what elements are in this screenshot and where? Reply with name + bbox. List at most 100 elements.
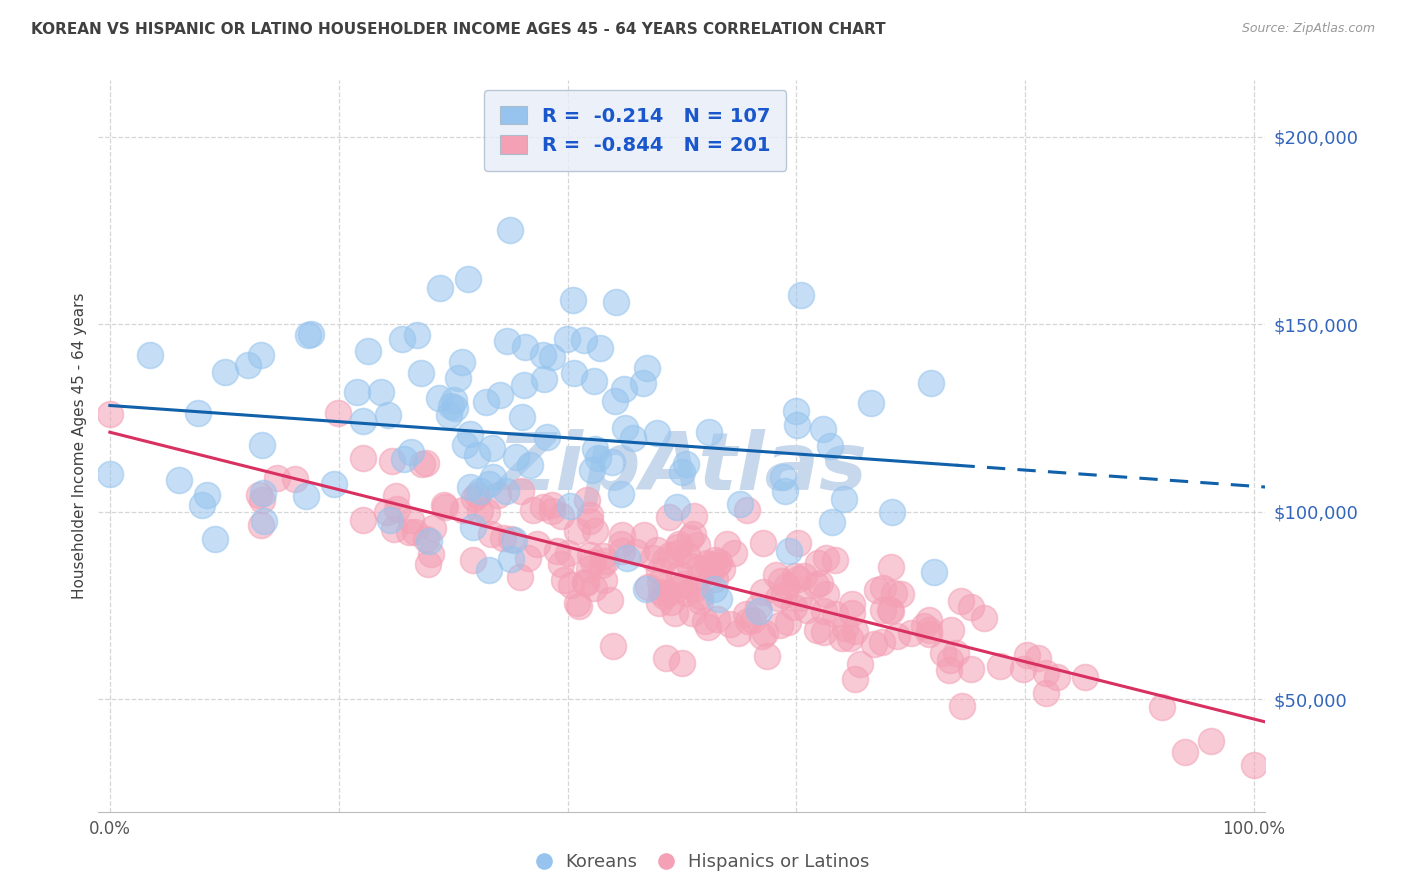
Point [612,543,634,558]
Point [706,612,728,626]
Point [671,465,693,479]
Point [1035,666,1057,681]
Point [643,550,665,565]
Point [773,588,796,602]
Point [458,427,481,442]
Point [610,537,633,551]
Point [613,382,636,396]
Point [789,591,811,606]
Point [531,348,554,362]
Point [820,439,842,453]
Point [787,573,810,587]
Point [686,538,709,552]
Point [654,552,676,566]
Point [526,536,548,550]
Point [382,522,405,536]
Point [250,492,273,507]
Point [737,503,759,517]
Point [433,499,456,513]
Point [357,344,380,359]
Point [918,613,941,627]
Point [451,355,474,369]
Point [626,544,648,558]
Point [427,391,450,405]
Point [415,533,437,547]
Point [631,376,654,391]
Point [613,421,636,435]
Point [922,565,945,579]
Point [652,589,675,603]
Point [377,408,399,422]
Point [693,614,716,628]
Point [768,618,790,632]
Point [593,573,616,587]
Point [533,500,555,514]
Point [813,625,835,640]
Point [375,505,398,519]
Point [541,498,564,512]
Point [772,469,794,483]
Point [815,587,838,601]
Point [284,473,307,487]
Point [443,393,465,408]
Point [574,574,596,589]
Point [602,639,624,653]
Point [509,570,531,584]
Point [602,455,624,469]
Point [419,547,441,561]
Point [496,334,519,348]
Point [582,375,605,389]
Point [752,536,775,550]
Point [783,600,806,615]
Point [1026,650,1049,665]
Point [446,370,468,384]
Point [727,625,749,640]
Point [790,287,813,301]
Point [517,551,540,566]
Point [536,430,558,444]
Point [666,582,689,596]
Point [834,621,856,635]
Point [681,606,703,620]
Point [658,548,681,562]
Point [583,442,606,457]
Point [960,662,983,676]
Point [591,558,613,573]
Point [890,587,912,601]
Point [718,616,741,631]
Point [422,521,444,535]
Point [399,445,422,459]
Point [553,574,575,588]
Point [1199,734,1222,748]
Point [378,513,401,527]
Point [769,574,792,588]
Point [675,586,697,600]
Point [299,327,322,342]
Point [592,549,614,564]
Point [578,562,600,576]
Point [748,604,770,618]
Point [950,699,973,714]
Point [807,556,830,570]
Point [778,543,800,558]
Point [665,500,688,515]
Point [682,508,704,523]
Point [458,480,481,494]
Point [323,477,346,491]
Point [703,582,725,597]
Point [451,503,474,517]
Point [786,417,808,432]
Point [751,584,773,599]
Point [648,597,671,611]
Point [139,348,162,362]
Point [482,469,505,483]
Point [453,438,475,452]
Point [879,603,901,617]
Point [880,560,903,574]
Point [703,553,725,567]
Point [751,629,773,643]
Point [495,483,517,498]
Point [191,498,214,512]
Point [478,563,501,577]
Point [675,458,697,472]
